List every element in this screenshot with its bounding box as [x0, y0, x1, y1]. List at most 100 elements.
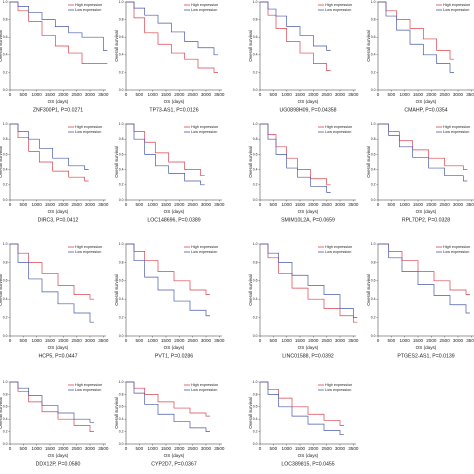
x-tick-label: 0: [125, 202, 128, 207]
panel-title: PTGES2-AS1, P=0.0139: [397, 353, 454, 359]
x-tick-label: 2000: [58, 446, 69, 451]
x-tick-label: 3500: [98, 202, 109, 207]
y-axis-label: Overall survival: [0, 397, 3, 428]
x-tick-label: 0: [9, 338, 12, 343]
legend-label: High expression: [191, 125, 218, 129]
legend-label: Low expression: [191, 388, 217, 392]
y-tick-label: 0.0: [253, 334, 258, 338]
legend-label: High expression: [75, 245, 102, 249]
x-tick-label: 500: [135, 338, 143, 343]
y-tick-label: 0.6: [253, 279, 258, 283]
x-axis-label: OS (days): [164, 453, 185, 458]
x-tick-label: 2000: [426, 338, 437, 343]
panel-title: RPL7DP2, P=0.0328: [402, 217, 450, 223]
y-tick-label: 0.6: [253, 35, 258, 39]
y-tick-label: 1.0: [371, 122, 376, 126]
x-tick-label: 2000: [58, 202, 69, 207]
y-tick-label: 0.0: [3, 334, 8, 338]
y-tick-label: 0.6: [119, 279, 124, 283]
panel-title: HCP5, P=0.0447: [38, 353, 77, 359]
y-tick-label: 0.0: [3, 442, 8, 446]
y-tick-label: 0.6: [119, 35, 124, 39]
y-tick-label: 0.8: [253, 260, 258, 264]
y-tick-label: 1.0: [371, 0, 376, 4]
survival-curve: [378, 1, 454, 60]
y-tick-label: 1.0: [253, 242, 258, 246]
x-tick-label: 2000: [426, 92, 437, 97]
x-tick-label: 500: [19, 92, 27, 97]
y-tick-label: 0.2: [119, 70, 124, 74]
x-tick-label: 2500: [322, 338, 333, 343]
x-tick-label: 3500: [214, 338, 225, 343]
legend-label: Low expression: [191, 250, 217, 254]
x-axis-label: OS (days): [164, 209, 185, 214]
x-tick-label: 3000: [85, 202, 96, 207]
x-tick-label: 2500: [322, 446, 333, 451]
x-tick-label: 2500: [72, 338, 83, 343]
x-tick-label: 1000: [282, 92, 293, 97]
x-tick-label: 3000: [201, 446, 212, 451]
x-tick-label: 2000: [308, 202, 319, 207]
y-axis-label: Overall survival: [0, 30, 3, 61]
x-tick-label: 3500: [98, 338, 109, 343]
survival-curve: [260, 243, 358, 318]
x-tick-label: 3000: [201, 92, 212, 97]
x-tick-label: 500: [19, 446, 27, 451]
x-tick-label: 1000: [148, 92, 159, 97]
x-tick-label: 0: [125, 446, 128, 451]
panel-title: DDX12P, P=0.0580: [36, 461, 81, 467]
legend-label: High expression: [75, 3, 102, 7]
y-tick-label: 0.8: [3, 392, 8, 396]
x-tick-label: 500: [135, 202, 143, 207]
x-tick-label: 3500: [214, 92, 225, 97]
x-tick-label: 2500: [72, 92, 83, 97]
y-tick-label: 1.0: [119, 242, 124, 246]
x-tick-label: 2000: [174, 92, 185, 97]
x-tick-label: 1000: [148, 446, 159, 451]
x-tick-label: 3500: [98, 446, 109, 451]
x-tick-label: 3000: [453, 338, 464, 343]
x-tick-label: 500: [269, 92, 277, 97]
y-tick-label: 0.0: [371, 198, 376, 202]
x-tick-label: 2000: [308, 92, 319, 97]
y-tick-label: 0.4: [119, 53, 124, 57]
legend-label: Low expression: [75, 8, 101, 12]
x-axis-label: OS (days): [298, 209, 319, 214]
y-tick-label: 0.0: [253, 442, 258, 446]
panel-title: SMIM10L2A, P=0.0659: [281, 217, 335, 223]
x-tick-label: 1500: [161, 202, 172, 207]
x-axis-label: OS (days): [416, 345, 437, 350]
x-tick-label: 500: [387, 338, 395, 343]
y-tick-label: 1.0: [253, 0, 258, 4]
y-tick-label: 1.0: [371, 242, 376, 246]
x-tick-label: 2500: [188, 446, 199, 451]
x-axis-label: OS (days): [416, 99, 437, 104]
y-tick-label: 0.0: [119, 88, 124, 92]
x-tick-label: 0: [259, 338, 262, 343]
survival-curve: [260, 123, 331, 193]
y-tick-label: 1.0: [253, 122, 258, 126]
survival-curve: [10, 1, 108, 51]
y-tick-label: 0.6: [3, 405, 8, 409]
panel-title: LINC01588, P=0.0392: [282, 353, 334, 359]
legend-label: High expression: [325, 125, 352, 129]
survival-curve: [378, 123, 468, 182]
legend-label: High expression: [443, 245, 470, 249]
y-axis-label: Overall survival: [114, 30, 119, 61]
y-tick-label: 0.4: [253, 417, 258, 421]
legend-label: High expression: [191, 383, 218, 387]
x-axis-label: OS (days): [48, 345, 69, 350]
legend-label: Low expression: [325, 130, 351, 134]
legend-label: Low expression: [325, 8, 351, 12]
y-tick-label: 0.0: [3, 198, 8, 202]
x-tick-label: 500: [387, 202, 395, 207]
y-tick-label: 0.0: [119, 442, 124, 446]
x-axis-label: OS (days): [164, 99, 185, 104]
survival-curve: [260, 243, 358, 323]
x-tick-label: 500: [387, 92, 395, 97]
x-tick-label: 3000: [335, 92, 346, 97]
y-tick-label: 1.0: [119, 122, 124, 126]
legend-label: High expression: [325, 383, 352, 387]
legend-label: Low expression: [443, 250, 469, 254]
